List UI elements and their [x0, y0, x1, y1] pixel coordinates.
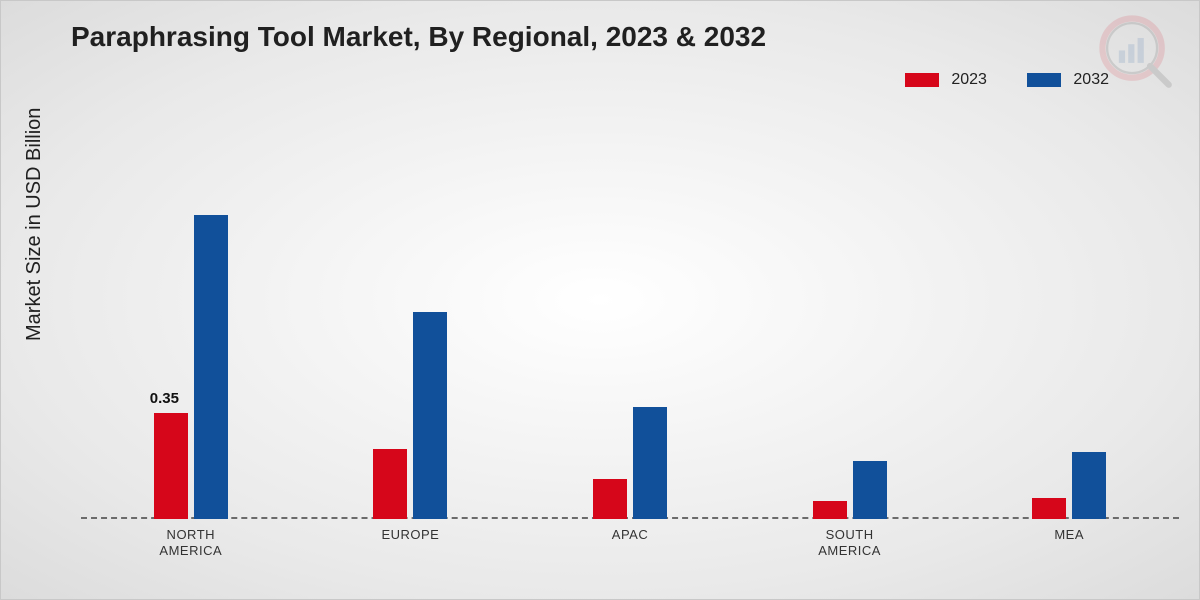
bar	[373, 449, 407, 519]
bar	[593, 479, 627, 519]
category-label: EUROPE	[381, 519, 439, 543]
bar	[154, 413, 188, 519]
bar	[194, 215, 228, 519]
legend: 2023 2032	[905, 71, 1109, 89]
category-label: NORTH AMERICA	[159, 519, 222, 560]
bar-group: 0.35NORTH AMERICA	[154, 215, 228, 519]
legend-item-2032: 2032	[1027, 71, 1109, 89]
bar-group: APAC	[593, 407, 667, 519]
bar	[633, 407, 667, 519]
bar-group: SOUTH AMERICA	[813, 461, 887, 519]
logo-handle	[1150, 66, 1169, 85]
bar-group: EUROPE	[373, 312, 447, 519]
category-label: MEA	[1054, 519, 1084, 543]
legend-label-2032: 2032	[1073, 71, 1109, 88]
logo-bar-1	[1119, 50, 1125, 62]
bar	[813, 501, 847, 519]
bar	[1032, 498, 1066, 519]
category-label: APAC	[612, 519, 648, 543]
legend-label-2023: 2023	[951, 71, 987, 88]
category-label: SOUTH AMERICA	[818, 519, 881, 560]
y-axis-label: Market Size in USD Billion	[23, 108, 46, 341]
bar	[853, 461, 887, 519]
legend-swatch-2023	[905, 73, 939, 87]
bar	[1072, 452, 1106, 519]
chart-title: Paraphrasing Tool Market, By Regional, 2…	[71, 21, 766, 53]
bar-value-label: 0.35	[150, 390, 179, 407]
legend-item-2023: 2023	[905, 71, 987, 89]
logo-bar-2	[1128, 44, 1134, 63]
bar-group: MEA	[1032, 452, 1106, 519]
logo-bar-3	[1138, 38, 1144, 63]
plot-area: 0.35NORTH AMERICA EUROPE APAC SOUTH AMERICA…	[81, 141, 1179, 519]
legend-swatch-2032	[1027, 73, 1061, 87]
bar	[413, 312, 447, 519]
chart-frame: Paraphrasing Tool Market, By Regional, 2…	[0, 0, 1200, 600]
